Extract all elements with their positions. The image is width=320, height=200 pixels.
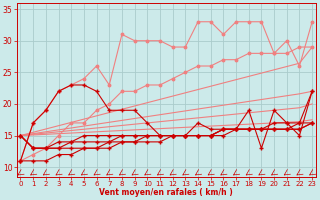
X-axis label: Vent moyen/en rafales ( km/h ): Vent moyen/en rafales ( km/h )	[100, 188, 233, 197]
